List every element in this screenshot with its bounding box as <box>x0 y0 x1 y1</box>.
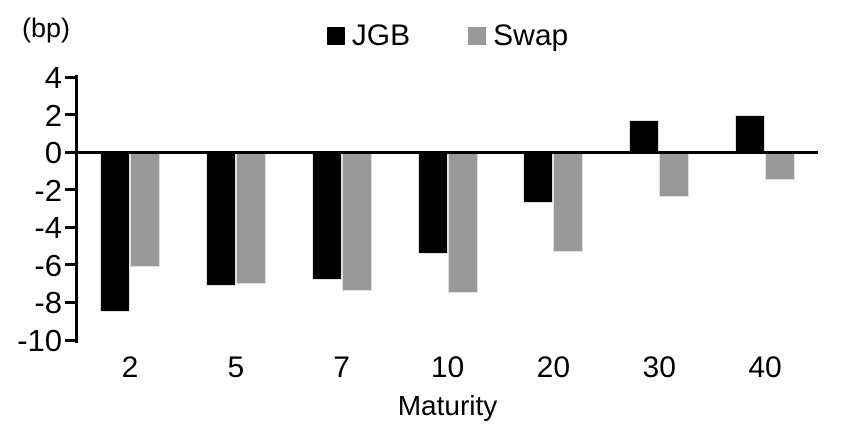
bar-swap-10 <box>447 152 478 294</box>
x-tick-label: 7 <box>333 351 350 384</box>
y-tick-mark <box>65 263 78 267</box>
legend-swatch-jgb-icon <box>326 27 345 45</box>
legend-label-swap: Swap <box>493 19 569 52</box>
y-tick-label: 0 <box>44 135 62 171</box>
x-axis-title: Maturity <box>397 390 498 421</box>
bar-jgb-2 <box>99 152 130 312</box>
legend-item-swap: Swap <box>468 21 568 51</box>
x-tick-label: 5 <box>227 351 245 384</box>
legend-swatch-swap-icon <box>468 27 487 45</box>
y-tick-mark <box>65 150 78 154</box>
bar-swap-7 <box>341 152 372 292</box>
y-tick-mark <box>65 75 78 79</box>
legend-label-jgb: JGB <box>351 19 411 52</box>
bar-jgb-40 <box>735 114 766 153</box>
y-tick-label: 2 <box>44 97 62 133</box>
bar-swap-30 <box>659 152 690 198</box>
y-axis-unit-label: (bp) <box>22 13 71 43</box>
bar-swap-40 <box>765 152 796 181</box>
x-tick-label: 30 <box>642 351 676 384</box>
y-tick-label: -4 <box>34 210 62 246</box>
bar-jgb-7 <box>311 152 342 280</box>
x-tick-label: 10 <box>430 351 465 384</box>
legend: JGB Swap <box>77 18 818 54</box>
bar-jgb-30 <box>629 120 660 153</box>
x-axis-zero-line <box>75 150 818 154</box>
y-tick-mark <box>65 225 78 229</box>
y-tick-mark <box>65 338 78 342</box>
bar-jgb-20 <box>523 152 554 203</box>
bar-swap-20 <box>553 152 584 252</box>
bar-jgb-10 <box>417 152 448 254</box>
y-tick-mark <box>65 113 78 117</box>
y-tick-label: -8 <box>34 285 62 321</box>
y-tick-mark <box>65 188 78 192</box>
bar-swap-5 <box>235 152 266 284</box>
y-tick-label: 4 <box>44 60 62 95</box>
x-tick-label: 2 <box>121 351 139 384</box>
y-tick-label: -10 <box>17 323 62 358</box>
y-axis-line <box>75 75 78 343</box>
bar-swap-2 <box>129 152 160 267</box>
y-tick-mark <box>65 300 78 304</box>
y-tick-label: -6 <box>34 247 62 283</box>
x-tick-label: 40 <box>748 351 782 384</box>
x-tick-label: 20 <box>536 351 571 384</box>
legend-item-jgb: JGB <box>326 19 411 52</box>
bar-jgb-5 <box>205 152 236 286</box>
y-tick-label: -2 <box>34 172 62 208</box>
